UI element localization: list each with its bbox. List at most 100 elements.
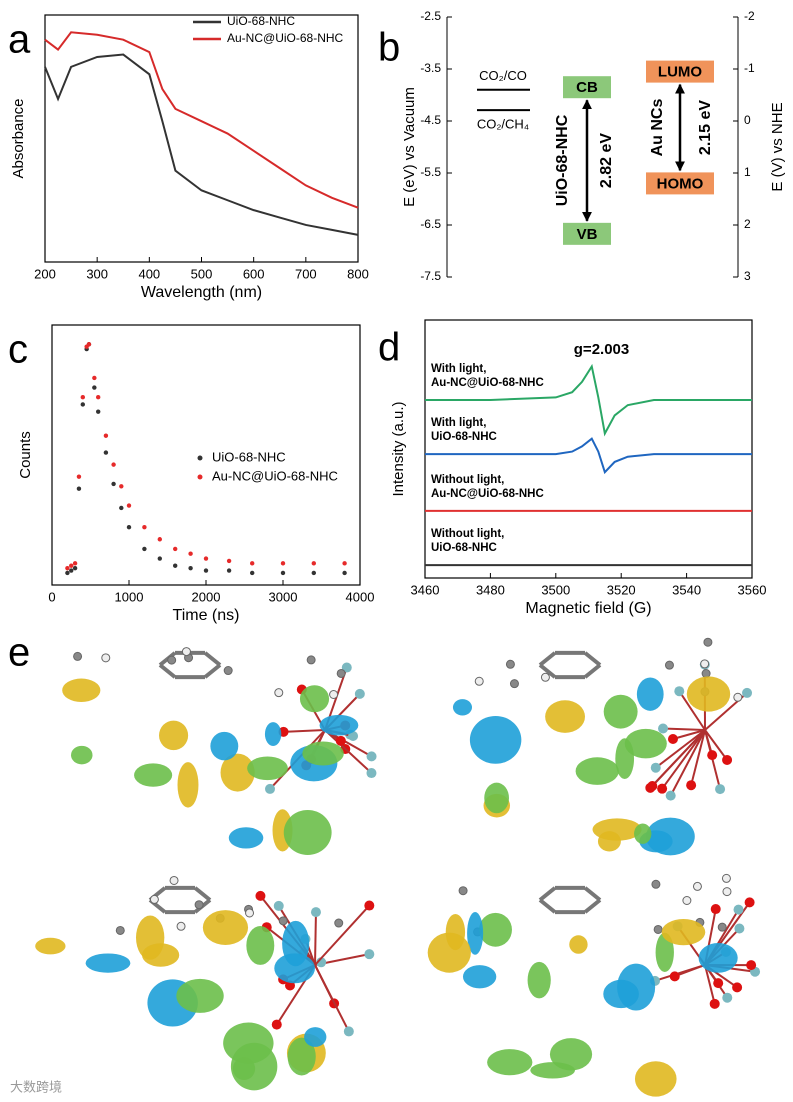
bond <box>538 651 557 667</box>
orbital-lobe <box>71 745 93 765</box>
orbital-lobe <box>223 1022 274 1064</box>
bond <box>662 727 706 731</box>
bond <box>678 690 706 731</box>
y-tick-label: -7.5 <box>420 269 441 283</box>
orbital-lobe <box>202 910 249 946</box>
atom <box>329 690 339 700</box>
data-point <box>250 570 255 576</box>
bond <box>324 729 373 774</box>
atom <box>700 659 710 669</box>
atom <box>647 781 658 792</box>
atom <box>273 900 284 911</box>
data-point <box>80 402 86 407</box>
atom <box>686 780 697 791</box>
data-point <box>76 486 82 491</box>
orbital-lobe <box>302 741 344 766</box>
x-tick-label: 2000 <box>192 589 221 604</box>
atom <box>722 992 733 1003</box>
orbital-lobe <box>287 1037 316 1076</box>
bond <box>158 663 177 679</box>
y2-axis-label: E (V) vs NHE <box>769 102 786 191</box>
data-point <box>103 433 109 438</box>
y-axis-label: Counts <box>17 431 34 479</box>
bond <box>704 964 716 1005</box>
data-point <box>342 561 347 566</box>
legend-label: UiO-68-NHC <box>212 449 286 464</box>
atom <box>245 908 255 918</box>
data-point <box>69 568 74 573</box>
series-label-line: UiO-68-NHC <box>431 542 497 554</box>
series-label-line: Without light, <box>431 474 504 486</box>
atom <box>667 734 678 745</box>
bond <box>193 886 212 902</box>
orbital-lobe <box>469 715 522 764</box>
data-point <box>126 525 132 530</box>
potential-label: CO₂/CH₄ <box>477 117 529 132</box>
data-point <box>203 556 209 561</box>
level-label: VB <box>577 226 598 243</box>
atom <box>653 924 663 934</box>
atom <box>223 666 233 676</box>
bond <box>583 898 602 914</box>
atom <box>458 886 468 896</box>
atom <box>348 730 359 741</box>
atom <box>335 735 346 746</box>
orbital-lobe <box>661 919 706 946</box>
orbital-lobe <box>220 753 255 792</box>
data-point <box>111 481 116 487</box>
data-point <box>96 409 101 414</box>
orbital-lobe <box>603 694 638 729</box>
atom <box>703 637 713 647</box>
atom <box>709 998 720 1009</box>
y-tick-label: -3.5 <box>420 61 441 75</box>
orbital-lobe <box>655 932 674 973</box>
atom <box>364 900 375 911</box>
orbital-lobe <box>615 738 635 780</box>
bond <box>283 729 326 733</box>
orbital-lobe <box>247 756 288 781</box>
atom <box>474 676 484 686</box>
bond <box>314 912 317 966</box>
data-point <box>188 551 193 556</box>
panel-label: a <box>8 18 31 62</box>
orbital-lobe <box>210 731 239 761</box>
bond <box>704 729 728 761</box>
atom <box>734 923 745 934</box>
atom <box>651 879 661 889</box>
legend-swatch <box>197 455 203 461</box>
atom <box>742 687 753 698</box>
atom <box>722 754 733 765</box>
data-point <box>65 565 70 571</box>
data-point <box>92 375 97 381</box>
data-point <box>311 561 316 566</box>
orbital-lobe <box>304 1027 327 1047</box>
orbital-lobe <box>35 937 66 955</box>
series-label-line: Au-NC@UiO-68-NHC <box>431 377 544 389</box>
orbital-lobe <box>85 953 131 973</box>
atom <box>733 904 744 915</box>
panel-label: d <box>378 326 400 370</box>
y2-tick-label: 3 <box>744 269 751 283</box>
atom <box>664 660 674 670</box>
orbital-lobe <box>232 1057 256 1081</box>
x-tick-label: 200 <box>34 266 56 281</box>
data-point <box>157 556 162 561</box>
legend-label: Au-NC@UiO-68-NHC <box>227 31 344 45</box>
x-tick-label: 3480 <box>476 582 505 597</box>
y-tick-label: -2.5 <box>420 9 441 23</box>
data-point <box>342 570 347 576</box>
panel-label: e <box>8 631 30 675</box>
atom <box>650 762 661 773</box>
data-point <box>173 546 178 552</box>
atom <box>194 900 204 910</box>
y-axis-label: Absorbance <box>10 98 27 178</box>
atom <box>255 890 266 901</box>
atom <box>722 887 732 897</box>
orbital-lobe <box>176 978 224 1013</box>
level-box <box>646 172 714 195</box>
data-line <box>425 363 752 437</box>
gap-label: 2.15 eV <box>697 100 714 155</box>
orbital-lobe <box>484 782 509 814</box>
series-label-line: Au-NC@UiO-68-NHC <box>431 488 544 500</box>
x-tick-label: 500 <box>191 266 213 281</box>
